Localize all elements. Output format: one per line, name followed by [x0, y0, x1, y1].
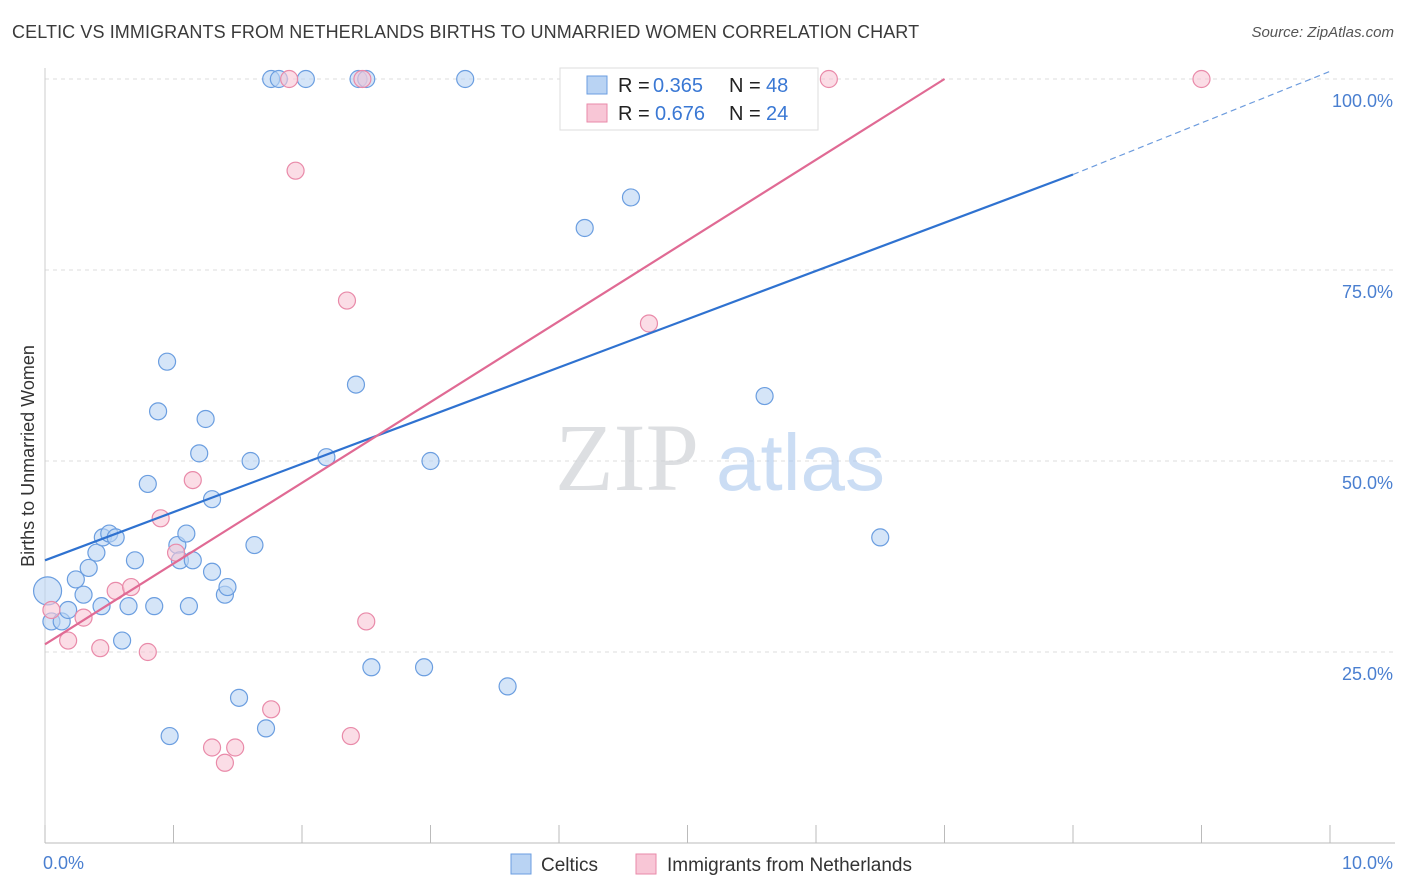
y-tick-label-0: 25.0%	[1342, 664, 1393, 684]
correlation-legend: R = 0.365 N = 48 R = 0.676 N = 24	[559, 67, 819, 131]
trend-line-netherlands	[44, 78, 946, 646]
legend-r-label-2: R =	[618, 103, 650, 125]
chart-title: CELTIC VS IMMIGRANTS FROM NETHERLANDS BI…	[12, 22, 920, 42]
point-celtics-43	[414, 658, 434, 677]
y-tick-label-2: 75.0%	[1342, 282, 1393, 302]
point-celtics-19	[160, 726, 179, 746]
legend-r-value-2: 0.676	[655, 103, 705, 125]
series-legend-label-netherlands: Immigrants from Netherlands	[667, 855, 912, 876]
point-netherlands-20	[639, 314, 659, 333]
point-celtics-34	[256, 719, 276, 738]
point-celtics-49	[755, 386, 774, 406]
trend-line-celtics-extension	[1072, 70, 1331, 176]
point-celtics-4	[66, 570, 85, 589]
point-netherlands-14	[280, 69, 299, 89]
point-celtics-12	[112, 631, 132, 650]
watermark: ZIP atlas	[555, 404, 885, 511]
point-netherlands-22	[819, 69, 838, 89]
series-legend-swatch-celtics	[510, 853, 532, 875]
point-celtics-30	[218, 577, 237, 597]
y-tick-labels: 25.0% 50.0% 75.0% 100.0%	[1332, 91, 1393, 684]
point-celtics-22	[177, 524, 196, 543]
point-netherlands-5	[121, 577, 141, 597]
x-tick-label-1: 10.0%	[1342, 853, 1393, 873]
point-celtics-6	[79, 558, 98, 578]
point-celtics-23	[179, 597, 199, 616]
axes	[44, 68, 1395, 844]
point-netherlands-0	[42, 600, 61, 620]
point-celtics-17	[148, 402, 168, 421]
point-celtics-37	[296, 69, 315, 89]
legend-r-value-1: 0.365	[653, 75, 703, 97]
point-netherlands-17	[341, 726, 360, 746]
point-netherlands-23	[1192, 69, 1211, 89]
legend-swatch-netherlands	[586, 103, 608, 123]
point-celtics-33	[245, 535, 264, 555]
trend-line-celtics	[44, 173, 1074, 562]
point-celtics-16	[145, 597, 164, 616]
point-celtics-0	[32, 576, 63, 606]
watermark-zip: ZIP	[555, 404, 699, 511]
point-celtics-46	[498, 677, 517, 696]
gridlines	[45, 78, 1395, 653]
chart-source: Source: ZipAtlas.com	[1251, 24, 1394, 41]
point-netherlands-9	[183, 471, 202, 490]
point-netherlands-3	[91, 639, 110, 658]
point-netherlands-13	[262, 700, 281, 719]
point-celtics-5	[74, 585, 93, 604]
point-netherlands-1	[59, 631, 78, 650]
point-netherlands-11	[215, 753, 234, 772]
point-celtics-13	[119, 597, 138, 616]
point-celtics-7	[87, 543, 106, 562]
x-tick-labels: 0.0% 10.0%	[43, 853, 1393, 873]
legend-n-value-2: 24	[766, 103, 788, 125]
legend-swatch-celtics	[586, 75, 608, 95]
y-axis-label: Births to Unmarried Women	[18, 345, 38, 567]
point-celtics-44	[421, 451, 440, 471]
point-celtics-48	[621, 188, 641, 207]
series-legend-label-celtics: Celtics	[541, 855, 598, 876]
point-celtics-31	[229, 688, 249, 707]
point-celtics-32	[241, 451, 260, 471]
point-netherlands-6	[138, 642, 157, 662]
legend-n-value-1: 48	[766, 75, 788, 97]
point-celtics-45	[456, 69, 475, 89]
point-celtics-28	[202, 562, 222, 581]
point-celtics-42	[362, 658, 381, 677]
watermark-atlas: atlas	[716, 418, 885, 507]
point-netherlands-12	[226, 738, 245, 757]
point-netherlands-18	[353, 69, 372, 89]
x-tick-label-0: 0.0%	[43, 853, 84, 873]
y-tick-label-3: 100.0%	[1332, 91, 1393, 111]
point-netherlands-10	[202, 738, 222, 757]
point-celtics-25	[190, 444, 209, 463]
point-celtics-39	[346, 375, 366, 394]
point-netherlands-19	[357, 612, 376, 631]
point-celtics-14	[125, 551, 145, 570]
series-legend: Celtics Immigrants from Netherlands	[510, 853, 912, 876]
point-celtics-50	[871, 528, 890, 547]
point-netherlands-16	[337, 291, 357, 310]
series-legend-swatch-netherlands	[635, 853, 657, 875]
legend-r-label-1: R =	[618, 75, 650, 97]
point-celtics-18	[157, 352, 177, 371]
legend-n-label-2: N =	[729, 103, 761, 125]
point-netherlands-7	[151, 509, 170, 528]
point-netherlands-15	[286, 161, 305, 180]
point-celtics-26	[196, 409, 215, 429]
y-tick-label-1: 50.0%	[1342, 473, 1393, 493]
point-celtics-47	[575, 218, 594, 238]
legend-n-label-1: N =	[729, 75, 761, 97]
point-celtics-3	[59, 600, 78, 620]
data-points	[32, 69, 1211, 772]
point-celtics-15	[138, 474, 157, 494]
trend-lines	[44, 70, 1331, 646]
